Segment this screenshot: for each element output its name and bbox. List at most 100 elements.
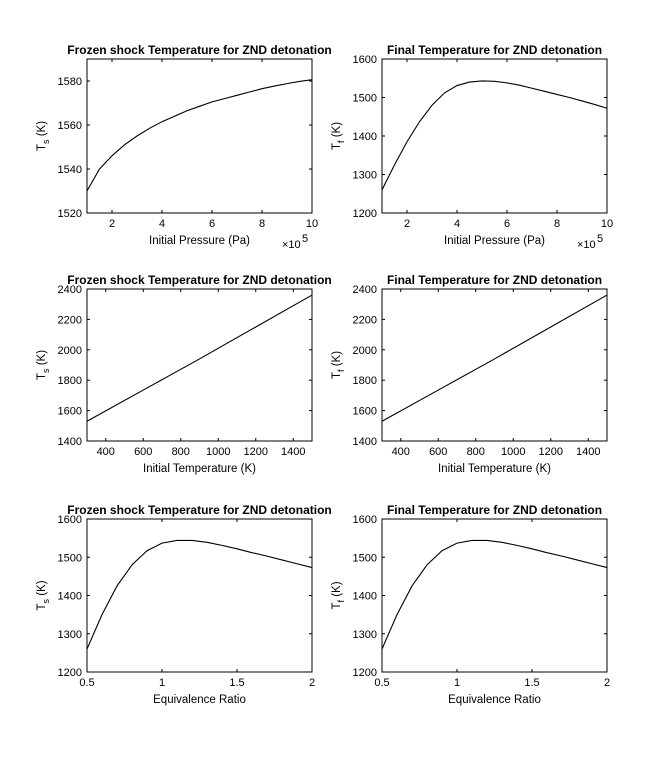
y-axis-label: Ts (K) (36, 350, 51, 380)
x-tick-label: 2 (604, 677, 610, 689)
x-tick-label: 1200 (539, 446, 563, 458)
y-axis-label-subscript: f (336, 600, 346, 603)
chart-panel-2: 2 4 6 8 10 1200 1300 1400 1500 1600 Final Temperat… (331, 43, 613, 251)
x-tick-label: 1400 (281, 446, 305, 458)
axes-frame (381, 288, 608, 442)
axes-frame (381, 518, 608, 673)
y-tick-label: 1400 (58, 591, 82, 603)
y-tick-label: 1300 (353, 629, 377, 641)
x-axis-label: Initial Pressure (Pa) (444, 235, 545, 247)
x-tick-label: 10 (306, 218, 318, 230)
x-axis-label: Initial Temperature (K) (438, 463, 551, 475)
y-axis-label-symbol: T (36, 144, 48, 151)
y-axis-label: Ts (K) (36, 580, 51, 610)
series-line-1 (381, 294, 608, 422)
x-tick-label: 10 (601, 218, 613, 230)
x-axis-label: Equivalence Ratio (448, 694, 541, 706)
x-tick-label: 1.5 (229, 677, 244, 689)
y-tick-label: 1400 (353, 591, 377, 603)
x-tick-label: 2 (109, 218, 115, 230)
y-axis-label-unit: (K) (36, 350, 48, 369)
y-tick-label: 1300 (58, 629, 82, 641)
chart-panel-3: 400 600 800 1000 1200 1400 1400 1600 1800 2000 220… (36, 273, 332, 475)
x-tick-label: 400 (392, 446, 410, 458)
x-tick-label: 6 (209, 218, 215, 230)
y-tick-label: 2400 (353, 284, 377, 296)
x-tick-label: 1.5 (524, 677, 539, 689)
x-tick-label: 1400 (576, 446, 600, 458)
x-tick-label: 800 (172, 446, 190, 458)
x-tick-label: 1000 (501, 446, 525, 458)
y-tick-label: 1520 (58, 208, 82, 220)
y-tick-label: 1600 (58, 406, 82, 418)
y-axis-label-unit: (K) (331, 122, 343, 141)
y-tick-label: 1500 (353, 93, 377, 105)
y-tick-label: 1200 (58, 667, 82, 679)
y-axis-label: Tf (K) (331, 581, 346, 609)
y-axis-label-subscript: f (336, 369, 346, 372)
y-tick-label: 1800 (353, 375, 377, 387)
y-tick-label: 1800 (58, 375, 82, 387)
y-axis-label-symbol: T (36, 373, 48, 380)
y-axis-label: Tf (K) (331, 122, 346, 150)
y-tick-label: 2400 (58, 284, 82, 296)
y-tick-label: 1600 (353, 54, 377, 66)
axes-frame (86, 518, 313, 673)
x-tick-label: 600 (429, 446, 447, 458)
y-axis-label-symbol: T (36, 604, 48, 611)
x-tick-label: 600 (134, 446, 152, 458)
series-line-1 (381, 539, 608, 650)
x-tick-label: 1 (454, 677, 460, 689)
y-tick-label: 1540 (58, 164, 82, 176)
chart-panel-6: 0.5 1 1.5 2 1200 1300 1400 1500 1600 Final Temper… (331, 503, 610, 706)
y-tick-label: 1400 (353, 436, 377, 448)
series-line-1 (86, 79, 313, 192)
y-tick-label: 1500 (353, 552, 377, 564)
x-tick-label: 4 (159, 218, 165, 230)
series-line-1 (86, 539, 313, 650)
y-axis-label-unit: (K) (331, 351, 343, 370)
chart-title: Final Temperature for ZND detonation (387, 43, 602, 57)
y-tick-label: 2200 (353, 314, 377, 326)
x-axis-label: Initial Temperature (K) (143, 463, 256, 475)
y-tick-label: 1600 (58, 514, 82, 526)
y-tick-label: 2000 (58, 345, 82, 357)
y-axis-label: Ts (K) (36, 121, 51, 151)
y-axis-label-subscript: s (41, 139, 51, 144)
x-axis-label: Initial Pressure (Pa) (149, 235, 250, 247)
y-tick-label: 1600 (353, 406, 377, 418)
y-tick-label: 1200 (353, 208, 377, 220)
axes-frame (86, 58, 313, 214)
x-axis-multiplier: ×10 (577, 239, 596, 251)
y-axis-label-symbol: T (331, 603, 343, 610)
series-line-1 (381, 80, 608, 191)
axes-frame (381, 58, 608, 214)
chart-title: Frozen shock Temperature for ZND detonat… (67, 273, 331, 287)
x-tick-label: 8 (259, 218, 265, 230)
x-tick-label: 400 (97, 446, 115, 458)
x-tick-label: 4 (454, 218, 460, 230)
chart-title: Final Temperature for ZND detonation (387, 273, 602, 287)
x-tick-label: 8 (554, 218, 560, 230)
y-axis-label-subscript: s (41, 599, 51, 604)
x-axis-multiplier-exponent: 5 (597, 233, 603, 245)
x-tick-label: 800 (467, 446, 485, 458)
x-axis-multiplier-exponent: 5 (302, 233, 308, 245)
y-tick-label: 2200 (58, 314, 82, 326)
y-tick-label: 1400 (58, 436, 82, 448)
axes-frame (86, 288, 313, 442)
y-tick-label: 1300 (353, 170, 377, 182)
x-tick-label: 1 (159, 677, 165, 689)
x-tick-label: 6 (504, 218, 510, 230)
x-tick-label: 1000 (206, 446, 230, 458)
chart-title: Final Temperature for ZND detonation (387, 503, 602, 517)
y-axis-label-unit: (K) (36, 121, 48, 140)
series-line-1 (86, 294, 313, 422)
chart-title: Frozen shock Temperature for ZND detonat… (67, 503, 331, 517)
y-axis-label-subscript: f (336, 140, 346, 143)
x-tick-label: 2 (404, 218, 410, 230)
y-tick-label: 1600 (353, 514, 377, 526)
y-axis-label-symbol: T (331, 143, 343, 150)
y-axis-label-unit: (K) (331, 581, 343, 600)
